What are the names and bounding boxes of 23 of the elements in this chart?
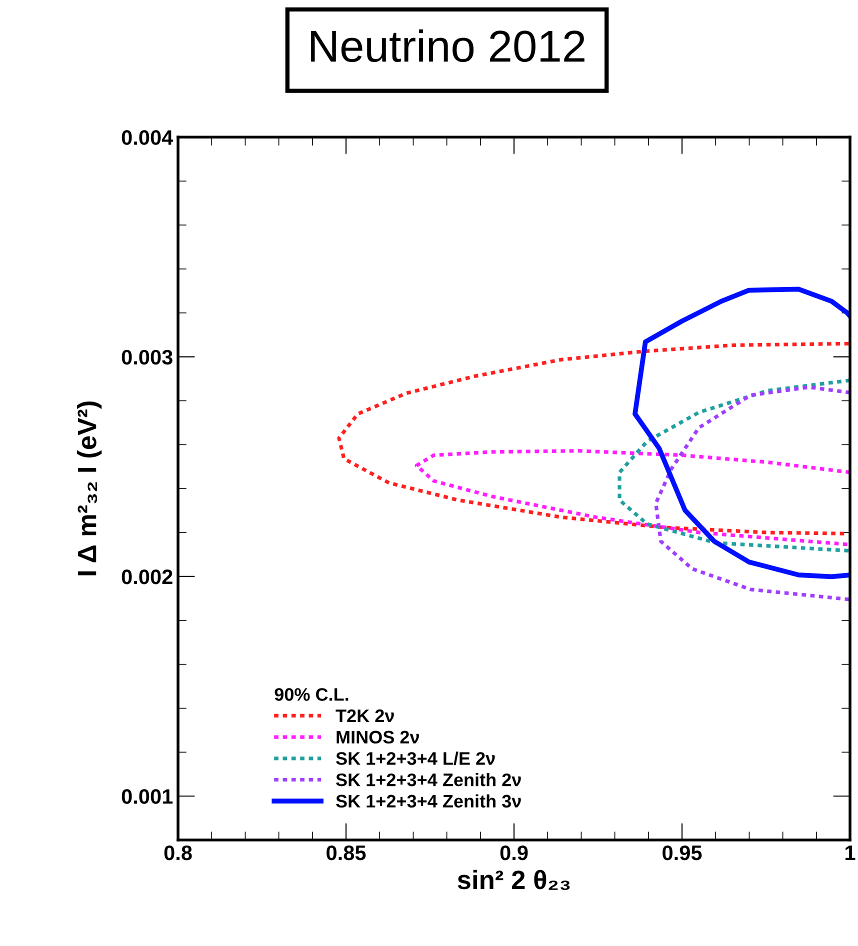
- x-axis-title: sin² 2 θ₂₃: [458, 870, 570, 890]
- line-series: [618, 378, 850, 553]
- legend-label: MINOS 2ν: [336, 730, 419, 744]
- chart-title: Neutrino 2012: [311, 29, 584, 62]
- line-series: [414, 449, 850, 546]
- x-tick-label: 1: [846, 846, 856, 860]
- legend-title: 90% C.L.: [274, 688, 348, 701]
- legend-label: T2K 2ν: [336, 709, 394, 722]
- line-series: [632, 286, 850, 580]
- x-tick-label: 0.85: [326, 845, 366, 860]
- legend-label: SK 1+2+3+4 L/E 2ν: [336, 752, 495, 766]
- y-tick-label: 0.004: [122, 130, 174, 145]
- x-tick-label: 0.95: [662, 845, 702, 860]
- y-tick-label: 0.001: [122, 789, 173, 804]
- x-tick-label: 0.9: [500, 845, 528, 860]
- x-tick-label: 0.8: [164, 845, 192, 860]
- line-series: [337, 342, 850, 536]
- legend-label: SK 1+2+3+4 Zenith 3ν: [336, 794, 521, 808]
- y-tick-label: 0.002: [122, 569, 172, 584]
- legend-label: SK 1+2+3+4 Zenith 2ν: [336, 772, 521, 786]
- y-axis-title: I Δ m²₃₂ I (eV²): [77, 402, 102, 576]
- line-series: [654, 385, 850, 602]
- y-tick-label: 0.003: [122, 350, 172, 365]
